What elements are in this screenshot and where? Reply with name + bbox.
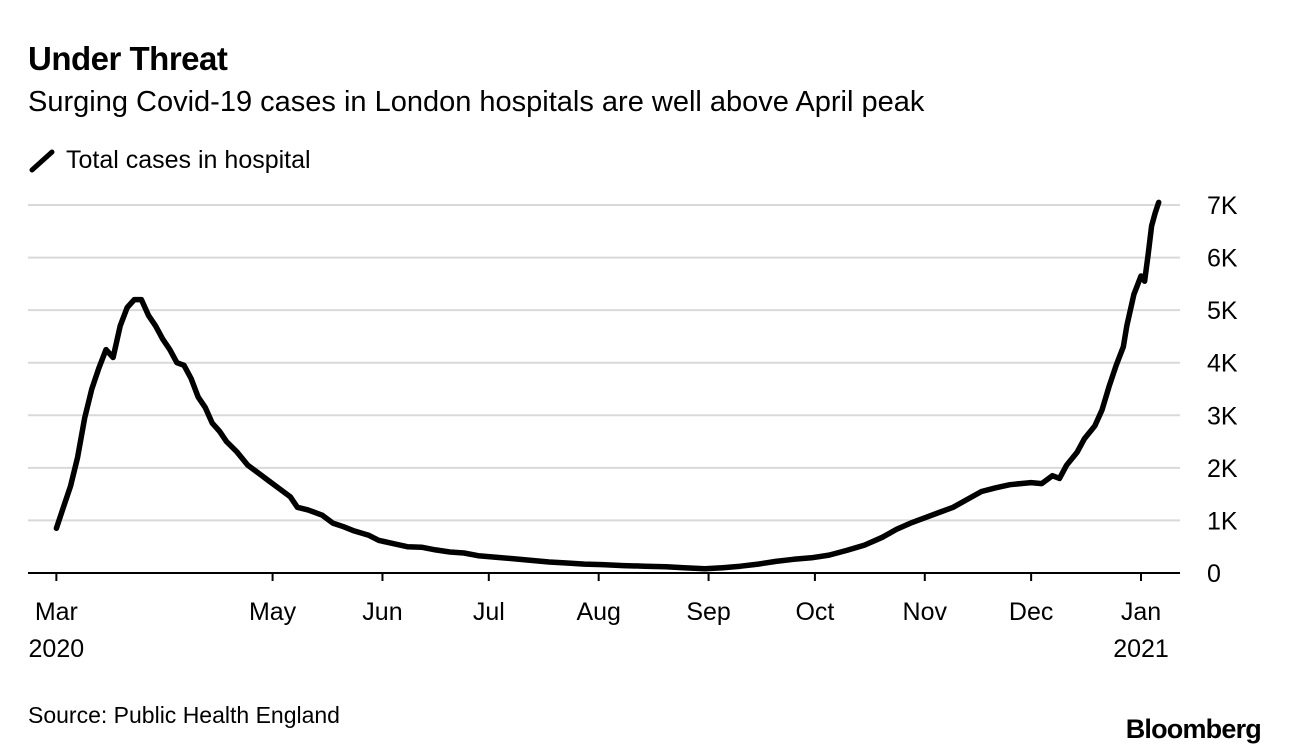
y-tick-label: 5K bbox=[1207, 297, 1238, 325]
y-tick-label: 0 bbox=[1207, 560, 1221, 588]
x-tick-label: Jul bbox=[473, 598, 505, 626]
bloomberg-logo: Bloomberg bbox=[1125, 714, 1262, 744]
y-tick-label: 4K bbox=[1207, 350, 1238, 378]
y-tick-label: 6K bbox=[1207, 245, 1238, 273]
x-tick-label: Dec bbox=[1009, 598, 1053, 626]
x-tick-label: Mar bbox=[35, 598, 78, 626]
y-tick-label: 3K bbox=[1207, 402, 1238, 430]
y-tick-label: 2K bbox=[1207, 455, 1238, 483]
y-tick-label: 7K bbox=[1207, 192, 1238, 220]
x-tick-label: Aug bbox=[576, 598, 620, 626]
legend-label: Total cases in hospital bbox=[66, 146, 311, 174]
x-tick-label: Oct bbox=[795, 598, 834, 626]
x-tick-sublabel: 2020 bbox=[29, 635, 85, 663]
chart-title: Under Threat bbox=[28, 40, 228, 77]
series-line bbox=[53, 199, 1162, 572]
x-tick-label: May bbox=[249, 598, 297, 626]
x-tick-label: Sep bbox=[686, 598, 730, 626]
x-tick-label: Jan bbox=[1121, 598, 1161, 626]
x-tick-label: Jun bbox=[362, 598, 402, 626]
legend-line-icon bbox=[29, 149, 55, 172]
x-tick-sublabel: 2021 bbox=[1113, 635, 1169, 663]
chart-subtitle: Surging Covid-19 cases in London hospita… bbox=[28, 86, 925, 118]
y-tick-label: 1K bbox=[1207, 507, 1238, 535]
legend: Total cases in hospital bbox=[28, 146, 311, 175]
source-note: Source: Public Health England bbox=[28, 702, 340, 728]
x-tick-label: Nov bbox=[903, 598, 948, 626]
